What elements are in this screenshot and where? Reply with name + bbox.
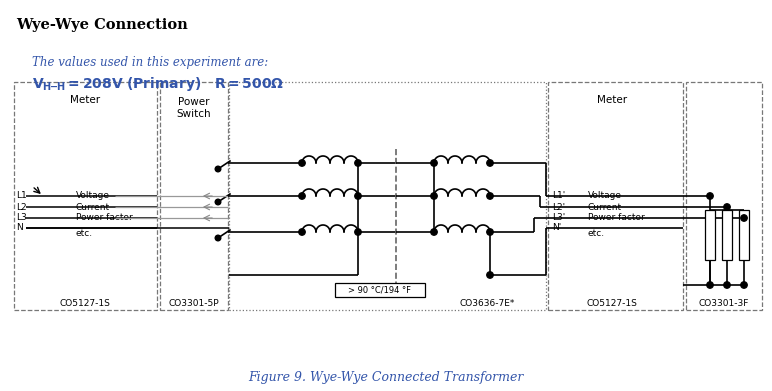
Circle shape xyxy=(355,193,361,199)
Circle shape xyxy=(724,282,730,288)
Text: CO5127-1S: CO5127-1S xyxy=(59,299,110,308)
Text: L2': L2' xyxy=(552,203,565,212)
FancyBboxPatch shape xyxy=(739,210,749,260)
Text: Voltage: Voltage xyxy=(588,192,622,201)
Circle shape xyxy=(741,215,747,221)
Circle shape xyxy=(741,282,747,288)
Circle shape xyxy=(487,272,493,278)
Text: Power
Switch: Power Switch xyxy=(177,97,212,118)
Text: Wye-Wye Connection: Wye-Wye Connection xyxy=(16,18,188,32)
Text: $\mathbf{V_{H\!\!-\!\!H}}$$\mathbf{= 208V\ (Primary)\ \ \ R = 500\Omega}$: $\mathbf{V_{H\!\!-\!\!H}}$$\mathbf{= 208… xyxy=(32,75,284,93)
Text: L3': L3' xyxy=(552,213,565,222)
Circle shape xyxy=(299,229,305,235)
Text: etc.: etc. xyxy=(76,230,93,239)
Circle shape xyxy=(299,160,305,166)
Circle shape xyxy=(215,166,221,172)
FancyBboxPatch shape xyxy=(722,210,732,260)
Text: L1: L1 xyxy=(16,192,27,201)
Circle shape xyxy=(215,199,221,205)
Circle shape xyxy=(707,282,713,288)
Circle shape xyxy=(299,193,305,199)
Text: L2: L2 xyxy=(16,203,26,212)
Circle shape xyxy=(355,229,361,235)
Circle shape xyxy=(431,193,437,199)
Text: Figure 9. Wye-Wye Connected Transformer: Figure 9. Wye-Wye Connected Transformer xyxy=(249,371,523,384)
Text: The values used in this experiment are:: The values used in this experiment are: xyxy=(32,56,268,69)
Text: N: N xyxy=(16,224,22,233)
Circle shape xyxy=(431,160,437,166)
FancyBboxPatch shape xyxy=(335,283,425,297)
Circle shape xyxy=(431,229,437,235)
Circle shape xyxy=(215,235,221,241)
Text: Power factor: Power factor xyxy=(588,213,645,222)
Circle shape xyxy=(487,193,493,199)
Text: Power factor: Power factor xyxy=(76,213,133,222)
Text: L1': L1' xyxy=(552,192,565,201)
Text: > 90 °C/194 °F: > 90 °C/194 °F xyxy=(348,285,411,294)
Text: CO3636-7E*: CO3636-7E* xyxy=(459,299,515,308)
Text: Voltage: Voltage xyxy=(76,192,110,201)
FancyBboxPatch shape xyxy=(705,210,715,260)
Text: L3: L3 xyxy=(16,213,27,222)
Text: Meter: Meter xyxy=(70,95,100,105)
Text: Meter: Meter xyxy=(597,95,627,105)
Circle shape xyxy=(724,204,730,210)
Text: CO5127-1S: CO5127-1S xyxy=(587,299,638,308)
Circle shape xyxy=(707,193,713,199)
Circle shape xyxy=(355,160,361,166)
Text: CO3301-3F: CO3301-3F xyxy=(699,299,749,308)
Text: Current: Current xyxy=(76,203,110,212)
Text: Current: Current xyxy=(588,203,622,212)
Circle shape xyxy=(487,160,493,166)
Text: CO3301-5P: CO3301-5P xyxy=(169,299,219,308)
Text: N': N' xyxy=(552,224,561,233)
Text: etc.: etc. xyxy=(588,230,605,239)
Circle shape xyxy=(487,229,493,235)
